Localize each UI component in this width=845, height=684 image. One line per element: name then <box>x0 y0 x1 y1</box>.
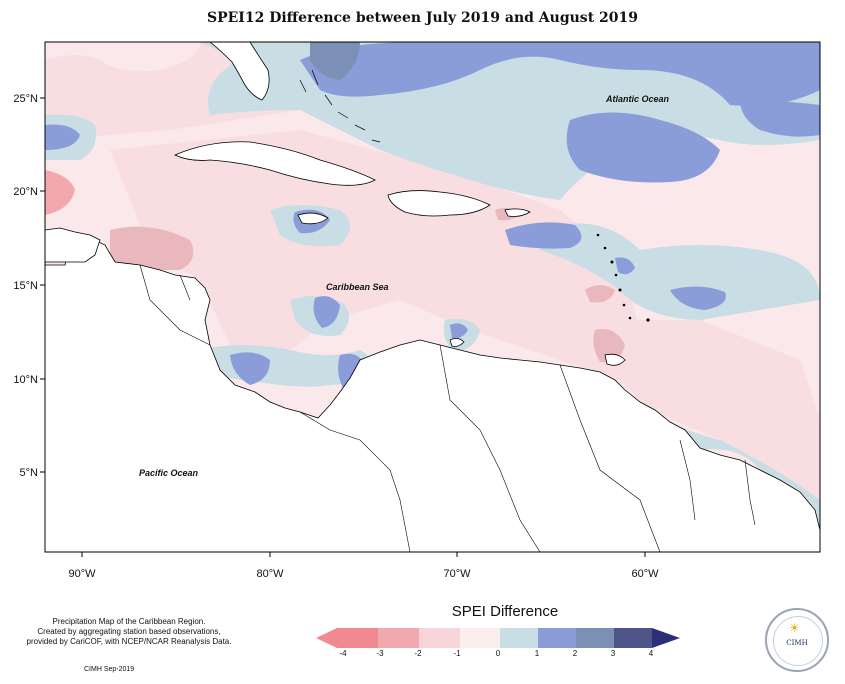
pink-region-east <box>600 320 820 500</box>
credit-text: CIMH Sep-2019 <box>84 666 135 673</box>
land-yucatan <box>45 227 101 263</box>
land-abc <box>449 338 465 347</box>
land-florida <box>209 42 270 101</box>
lon-label-60: 60°W <box>631 568 659 580</box>
notes-line: Created by aggregating station based obs… <box>37 627 221 636</box>
lat-label-10: 10°N <box>13 374 38 386</box>
legend-arrow-high <box>652 628 680 648</box>
mid-blue-atlantic-centre <box>566 112 720 183</box>
mid-blue-barbados <box>670 286 726 310</box>
pacific-ocean-label: Pacific Ocean <box>139 468 199 478</box>
pink-region-antilles <box>585 285 615 303</box>
lon-label-80: 80°W <box>256 568 284 580</box>
legend-arrow-low <box>316 628 337 648</box>
land-puerto-rico <box>504 208 531 217</box>
legend-tick: -2 <box>414 649 422 658</box>
logo-ring <box>773 616 823 666</box>
notes-line: provided by CariCOF, with NCEP/NCAR Rean… <box>26 637 232 646</box>
sun-icon: ☀ <box>789 621 800 635</box>
land-mainland <box>45 237 820 552</box>
pink-region-honduras <box>110 226 194 270</box>
map-plot <box>45 42 820 552</box>
pink-region-nw <box>45 42 200 72</box>
legend-swatch-5 <box>538 628 576 648</box>
notes-line: Precipitation Map of the Caribbean Regio… <box>52 617 206 626</box>
lat-ticks <box>40 97 45 473</box>
legend-tick: 0 <box>496 649 501 658</box>
lat-label-20: 20°N <box>13 186 38 198</box>
legend-swatch-4 <box>500 628 538 648</box>
legend-tick: 4 <box>649 649 654 658</box>
land-lesser-antilles <box>596 233 650 322</box>
pink-region-yucatan <box>45 170 75 215</box>
mid-blue-atlantic-east <box>740 100 820 137</box>
legend-tick: -3 <box>376 649 384 658</box>
blue-region-lesser-antilles <box>540 223 820 320</box>
lon-label-70: 70°W <box>443 568 471 580</box>
country-borders <box>139 264 756 552</box>
dark-blue-bahamas <box>310 42 360 80</box>
legend-swatch-3 <box>460 628 500 648</box>
land-trinidad <box>604 353 626 366</box>
lon-tick-labels: 90°W 80°W 70°W 60°W <box>68 568 659 580</box>
pink-region-trinidad <box>593 329 625 363</box>
legend-tick: -1 <box>453 649 461 658</box>
map-frame <box>44 41 821 553</box>
map-title: SPEI12 Difference between July 2019 and … <box>207 10 638 26</box>
land-hispaniola <box>387 190 491 217</box>
legend-swatch-1 <box>378 628 419 648</box>
legend-swatch-6 <box>576 628 614 648</box>
mid-blue-sw-caribbean <box>313 296 340 328</box>
lat-label-25: 25°N <box>13 93 38 105</box>
legend-tick: 2 <box>573 649 578 658</box>
mid-blue-pr <box>505 222 582 249</box>
legend-tick: 1 <box>535 649 540 658</box>
land-cuba <box>174 141 376 186</box>
mid-blue-gulf <box>45 124 80 150</box>
lat-label-15: 15°N <box>13 280 38 292</box>
map-notes: Precipitation Map of the Caribbean Regio… <box>14 617 244 647</box>
logo-text: CIMH <box>786 639 808 647</box>
lon-ticks <box>81 552 646 557</box>
legend-title: SPEI Difference <box>451 603 559 620</box>
legend-colorbar <box>316 628 680 648</box>
legend-ticks: -4 -3 -2 -1 0 1 2 3 4 <box>339 649 653 658</box>
atlantic-ocean-label: Atlantic Ocean <box>605 94 670 104</box>
pink-region-caribbean <box>110 130 640 380</box>
caribbean-sea-label: Caribbean Sea <box>326 282 389 292</box>
legend-swatch-0 <box>337 628 378 648</box>
lat-tick-labels: 25°N 20°N 15°N 10°N 5°N <box>13 93 38 479</box>
mid-blue-leeward <box>615 257 635 275</box>
land-jamaica <box>297 212 329 225</box>
mid-blue-atlantic-north <box>300 42 820 106</box>
lat-label-5: 5°N <box>20 467 39 479</box>
legend-tick: -4 <box>339 649 347 658</box>
land-bahamas <box>299 69 381 143</box>
legend-swatch-7 <box>614 628 652 648</box>
mid-blue-abc <box>450 323 468 339</box>
mid-blue-nicaragua <box>230 352 270 385</box>
ocean-labels: Atlantic Ocean Caribbean Sea Pacific Oce… <box>139 94 670 478</box>
cimh-logo: ☀ CIMH <box>765 608 829 672</box>
legend-swatch-2 <box>419 628 460 648</box>
legend-tick: 3 <box>611 649 616 658</box>
lon-label-90: 90°W <box>68 568 96 580</box>
